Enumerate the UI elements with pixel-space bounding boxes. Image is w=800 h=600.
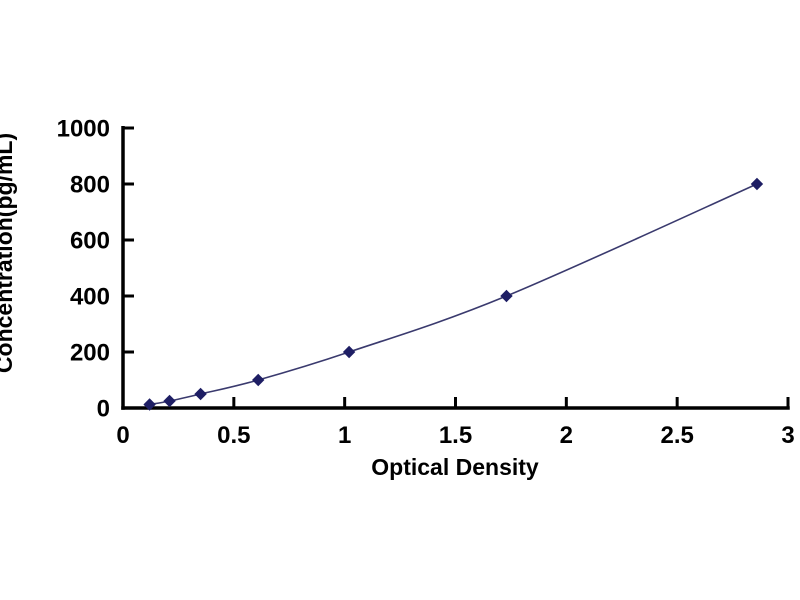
y-tick-label: 800 — [70, 172, 110, 199]
x-axis-title: Optical Density — [371, 454, 539, 480]
data-point-marker — [750, 177, 764, 191]
x-tick-label: 2.5 — [660, 422, 693, 449]
y-axis-title: Concentration(pg/mL) — [0, 133, 17, 373]
y-tick-label: 400 — [70, 284, 110, 311]
plot-group: 0 0.5 1 1.5 2 2.5 3 0 200 400 600 800 1000 — [57, 116, 795, 450]
data-point-marker — [500, 289, 513, 303]
data-point-marker — [342, 345, 356, 359]
data-point-marker — [194, 387, 207, 401]
y-tick-label: 0 — [97, 396, 110, 423]
x-tick-label: 0.5 — [217, 422, 250, 449]
x-tick-label: 3 — [781, 422, 794, 449]
data-point-marker — [252, 373, 265, 387]
y-tick-label: 600 — [70, 228, 110, 255]
y-tick-label: 200 — [70, 340, 110, 367]
x-tick-label: 2 — [560, 422, 573, 449]
data-point-marker — [143, 398, 156, 411]
x-tick-label: 0 — [116, 422, 129, 449]
x-tick-label: 1.5 — [439, 422, 472, 449]
x-tick-label: 1 — [338, 422, 351, 449]
standard-curve-line — [149, 183, 758, 406]
y-tick-label: 1000 — [57, 116, 110, 143]
data-point-marker — [163, 394, 176, 408]
